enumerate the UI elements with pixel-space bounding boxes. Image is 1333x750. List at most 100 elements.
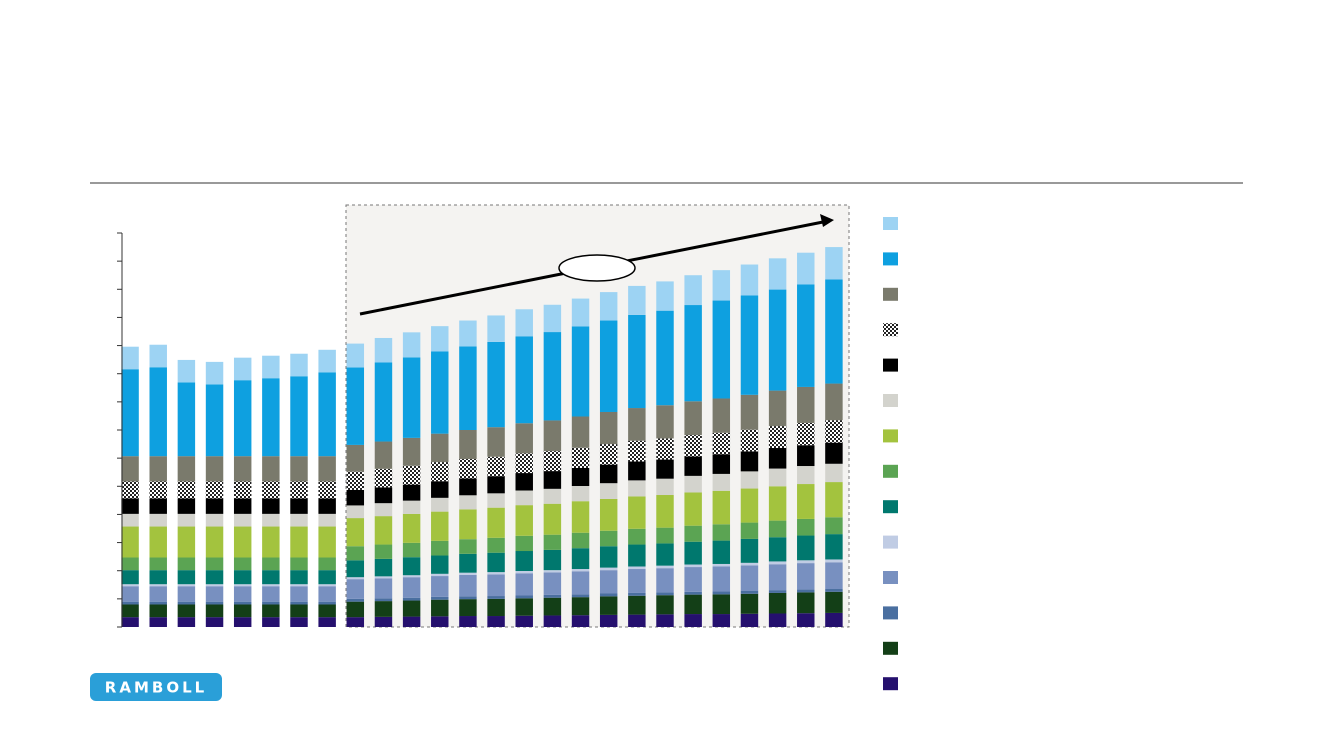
bar-segment [290, 570, 308, 585]
bar-segment [346, 617, 365, 627]
bar-segment [797, 445, 815, 467]
bar-segment [656, 592, 674, 596]
bar-segment [740, 562, 759, 566]
bar-segment [431, 540, 449, 556]
bar-segment [571, 532, 590, 549]
bar-segment [571, 548, 590, 570]
bar-segment [797, 563, 815, 590]
bar-segment [318, 584, 336, 587]
bar-segment [459, 539, 477, 554]
bar-segment [740, 593, 759, 614]
bar-segment [262, 617, 280, 627]
bar-segment [684, 475, 702, 493]
bar-segment [459, 553, 477, 573]
bar-segment [346, 546, 365, 561]
bar-segment [712, 473, 731, 491]
bar-segment [290, 526, 308, 558]
bar-segment [149, 367, 167, 457]
bar-segment [346, 518, 365, 547]
bar-segment [487, 507, 505, 538]
bar-segment [290, 376, 308, 457]
bar-segment [656, 459, 674, 479]
bar-segment [374, 487, 393, 504]
bar-segment [262, 526, 280, 558]
bar-segment [740, 590, 759, 594]
bar-segment [402, 577, 421, 598]
bar-segment [797, 592, 815, 614]
bar-segment [459, 346, 477, 430]
bar-segment [628, 461, 646, 481]
bar-segment [431, 576, 449, 597]
bar-segment [515, 570, 533, 574]
bar-segment [374, 544, 393, 559]
bar-segment [797, 560, 815, 564]
bar-segment [346, 471, 365, 490]
bar-segment [740, 451, 759, 472]
legend-swatch [883, 394, 898, 407]
bar-segment [205, 456, 224, 482]
legend-swatch [883, 323, 898, 337]
bar-segment [825, 562, 843, 590]
bar-segment [318, 513, 336, 527]
bar-segment [515, 598, 533, 616]
bar-segment [768, 613, 787, 627]
bar-segment [233, 456, 252, 482]
bar-segment [233, 498, 252, 514]
bar-segment [515, 551, 533, 571]
bar-segment [346, 577, 365, 580]
bar-segment [768, 520, 787, 538]
bar-segment [515, 336, 533, 424]
bar-segment [346, 579, 365, 599]
legend-swatch [883, 429, 898, 443]
bar-segment [599, 320, 618, 412]
arrow-head [820, 214, 834, 227]
bar-segment [402, 484, 421, 501]
bar-segment [684, 591, 702, 595]
bar-segment [318, 604, 336, 618]
bar-segment [290, 601, 308, 605]
bar-segment [797, 518, 815, 536]
bar-segment [205, 570, 224, 585]
bar-segment [318, 557, 336, 571]
bar-segment [487, 427, 505, 457]
bar-segment [431, 326, 449, 352]
bar-segment [571, 298, 590, 327]
bar-segment [768, 537, 787, 562]
bar-segment [233, 584, 252, 587]
bar-segment [149, 557, 167, 571]
bar-segment [797, 589, 815, 593]
bar-segment [825, 517, 843, 535]
bar-segment [543, 597, 562, 616]
bar-segment [459, 478, 477, 496]
bar-segment [628, 440, 646, 462]
bar-segment [459, 509, 477, 540]
bar-segment [571, 569, 590, 572]
bar-segment [487, 341, 505, 428]
bar-segment [684, 275, 702, 306]
bar-segment [656, 495, 674, 528]
bar-segment [374, 558, 393, 577]
bar-segment [628, 496, 646, 529]
bar-segment [290, 456, 308, 482]
bar-segment [290, 584, 308, 587]
bar-segment [684, 435, 702, 457]
bar-segment [487, 493, 505, 508]
bar-segment [543, 594, 562, 598]
legend-swatch [883, 217, 898, 230]
bar-segment [797, 284, 815, 387]
bar-segment [740, 429, 759, 452]
bar-segment [459, 320, 477, 347]
bar-segment [121, 584, 139, 587]
bar-segment [543, 488, 562, 504]
bar-segment [825, 420, 843, 443]
bar-segment [740, 264, 759, 296]
bar-segment [121, 346, 139, 370]
bar-segment [121, 498, 139, 514]
bar-segment [262, 604, 280, 618]
bar-segment [149, 617, 167, 627]
bar-segment [712, 594, 731, 615]
bar-segment [656, 565, 674, 569]
bar-segment [656, 438, 674, 460]
bar-segment [684, 564, 702, 568]
